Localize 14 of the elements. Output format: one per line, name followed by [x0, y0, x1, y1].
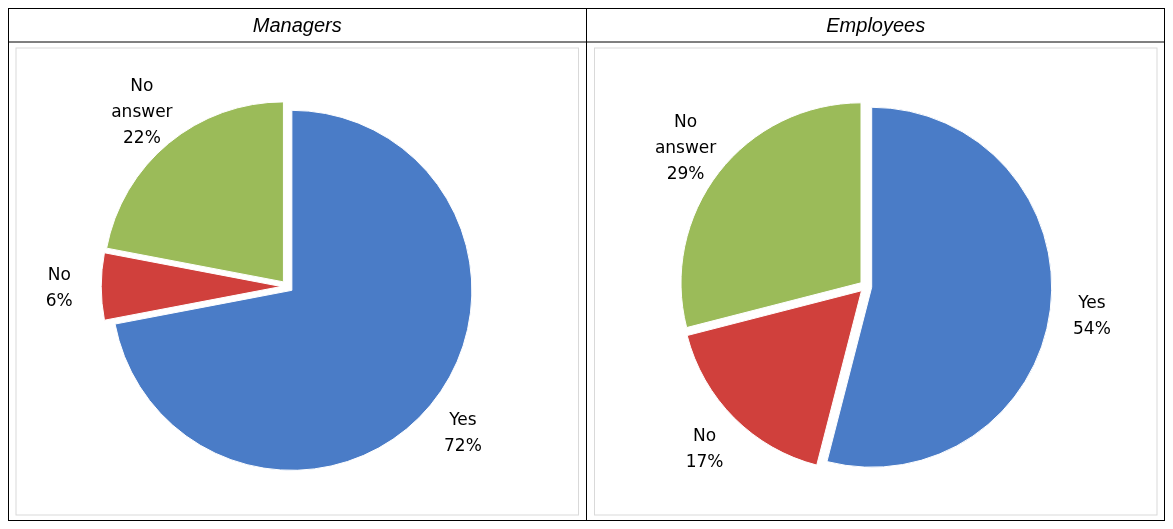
- data-label: 6%: [45, 289, 73, 310]
- data-label: 22%: [123, 126, 161, 147]
- chart-title: Managers: [252, 14, 342, 36]
- slice-label: No: [692, 424, 717, 445]
- data-label: 72%: [444, 434, 482, 455]
- data-label: 54%: [1073, 318, 1111, 339]
- data-label: 17%: [685, 450, 724, 471]
- slice-label: No: [47, 263, 71, 284]
- slice-label: No answer: [111, 74, 173, 121]
- slice-label: No answer: [654, 110, 717, 157]
- slice-label: Yes: [448, 408, 477, 429]
- slice-label: Yes: [1077, 292, 1106, 313]
- data-label: 29%: [666, 162, 705, 183]
- chart-title: Employees: [826, 14, 926, 36]
